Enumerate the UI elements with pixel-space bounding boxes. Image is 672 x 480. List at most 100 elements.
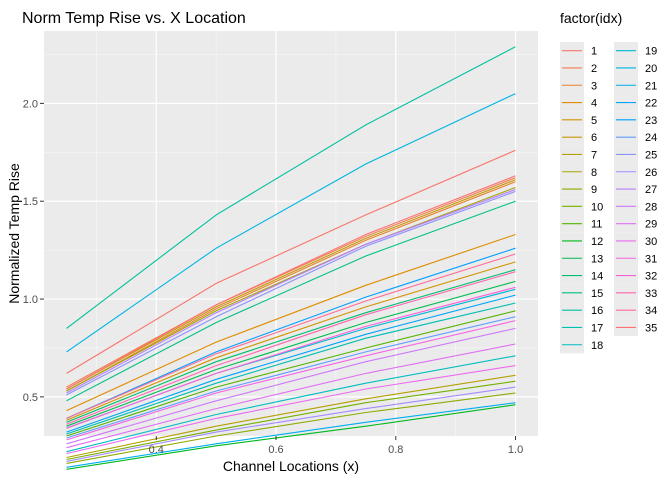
legend-item-5: 5 [560, 111, 597, 129]
series-line-13 [66, 280, 516, 427]
series-line-30 [66, 365, 516, 455]
legend-item-24: 24 [614, 128, 657, 146]
legend-item-10: 10 [560, 197, 603, 215]
y-tick-label: 2.0 [23, 98, 38, 110]
legend-label: 6 [591, 132, 597, 144]
legend-label: 2 [591, 63, 597, 75]
series-line-10 [66, 380, 516, 461]
legend-label: 32 [645, 271, 657, 283]
legend-item-31: 31 [614, 249, 657, 267]
series-line-7 [66, 374, 516, 459]
legend-item-21: 21 [614, 76, 657, 94]
legend-item-34: 34 [614, 301, 657, 319]
series-line-29 [66, 343, 516, 449]
series-line-5 [66, 261, 516, 421]
legend-item-18: 18 [560, 336, 603, 354]
series-line-16 [66, 46, 516, 329]
series-line-2 [66, 177, 516, 388]
legend-title: factor(idx) [560, 10, 622, 26]
x-tick-label: 0.8 [388, 444, 403, 456]
legend-item-11: 11 [560, 215, 602, 233]
legend-item-35: 35 [614, 318, 657, 337]
x-tick-label: 0.4 [149, 444, 164, 456]
legend-label: 14 [591, 271, 603, 283]
legend-label: 3 [591, 80, 597, 92]
series-line-24 [66, 316, 516, 439]
legend-label: 31 [645, 253, 657, 265]
y-tick-label: 0.5 [23, 392, 38, 404]
legend-item-30: 30 [614, 232, 657, 250]
legend-label: 1 [591, 46, 597, 58]
legend-item-2: 2 [560, 59, 597, 77]
legend-item-26: 26 [614, 163, 657, 181]
series-line-21 [66, 402, 516, 468]
series-line-14 [66, 269, 516, 423]
x-tick-label: 0.6 [268, 444, 283, 456]
legend-item-9: 9 [560, 180, 597, 198]
legend-label: 18 [591, 340, 603, 352]
series-line-28 [66, 327, 516, 445]
legend-label: 17 [591, 322, 603, 334]
legend-label: 15 [591, 288, 603, 300]
legend-item-20: 20 [614, 59, 657, 77]
legend-label: 34 [645, 305, 657, 317]
legend-item-27: 27 [614, 180, 657, 198]
x-axis-label: Channel Locations (x) [223, 458, 359, 474]
series-line-3 [66, 181, 516, 392]
series-line-35 [66, 175, 516, 390]
legend-label: 9 [591, 184, 597, 196]
series-line-9 [66, 392, 516, 464]
series-line-20 [66, 93, 516, 353]
series-line-26 [66, 386, 516, 462]
y-tick-label: 1.5 [23, 196, 38, 208]
legend-item-33: 33 [614, 284, 657, 302]
y-tick-label: 1.0 [23, 294, 38, 306]
legend-item-22: 22 [614, 93, 657, 112]
series-line-6 [66, 179, 516, 390]
legend-item-19: 19 [614, 42, 657, 60]
legend: 1234567891011121314151617181920212223242… [560, 42, 657, 354]
legend-label: 16 [591, 305, 603, 317]
legend-label: 24 [645, 132, 657, 144]
legend-label: 10 [591, 201, 603, 213]
series-line-4 [66, 233, 516, 412]
legend-item-17: 17 [560, 318, 603, 337]
series-line-15 [66, 200, 516, 402]
legend-label: 22 [645, 98, 657, 110]
series-line-8 [66, 186, 516, 392]
grid-lines [44, 31, 538, 436]
legend-label: 19 [645, 46, 657, 58]
legend-item-32: 32 [614, 266, 657, 285]
x-axis: 0.4 0.6 0.8 1.0 [149, 436, 523, 456]
legend-item-13: 13 [560, 249, 603, 267]
y-axis: 0.5 1.0 1.5 2.0 [23, 98, 44, 404]
legend-label: 30 [645, 236, 657, 248]
legend-item-16: 16 [560, 301, 603, 319]
legend-item-29: 29 [614, 215, 657, 233]
series-line-25 [66, 190, 516, 396]
series-line-12 [66, 404, 516, 470]
legend-item-28: 28 [614, 197, 657, 215]
series-line-11 [66, 310, 516, 437]
legend-label: 4 [591, 98, 597, 110]
legend-item-12: 12 [560, 232, 603, 250]
legend-label: 35 [645, 322, 657, 334]
legend-label: 11 [591, 219, 602, 231]
series-line-1 [66, 149, 516, 374]
legend-item-23: 23 [614, 111, 657, 129]
series-line-32 [66, 286, 516, 429]
legend-label: 5 [591, 115, 597, 127]
legend-label: 27 [645, 184, 657, 196]
series-line-34 [66, 253, 516, 419]
y-axis-label: Normalized Temp Rise [6, 163, 22, 304]
legend-item-25: 25 [614, 145, 657, 164]
legend-label: 13 [591, 253, 603, 265]
series-line-17 [66, 302, 516, 435]
x-tick-label: 1.0 [508, 444, 523, 456]
series-line-27 [66, 188, 516, 394]
series-line-18 [66, 355, 516, 453]
legend-label: 33 [645, 288, 657, 300]
legend-item-1: 1 [560, 42, 597, 60]
plot-panel [44, 31, 538, 436]
